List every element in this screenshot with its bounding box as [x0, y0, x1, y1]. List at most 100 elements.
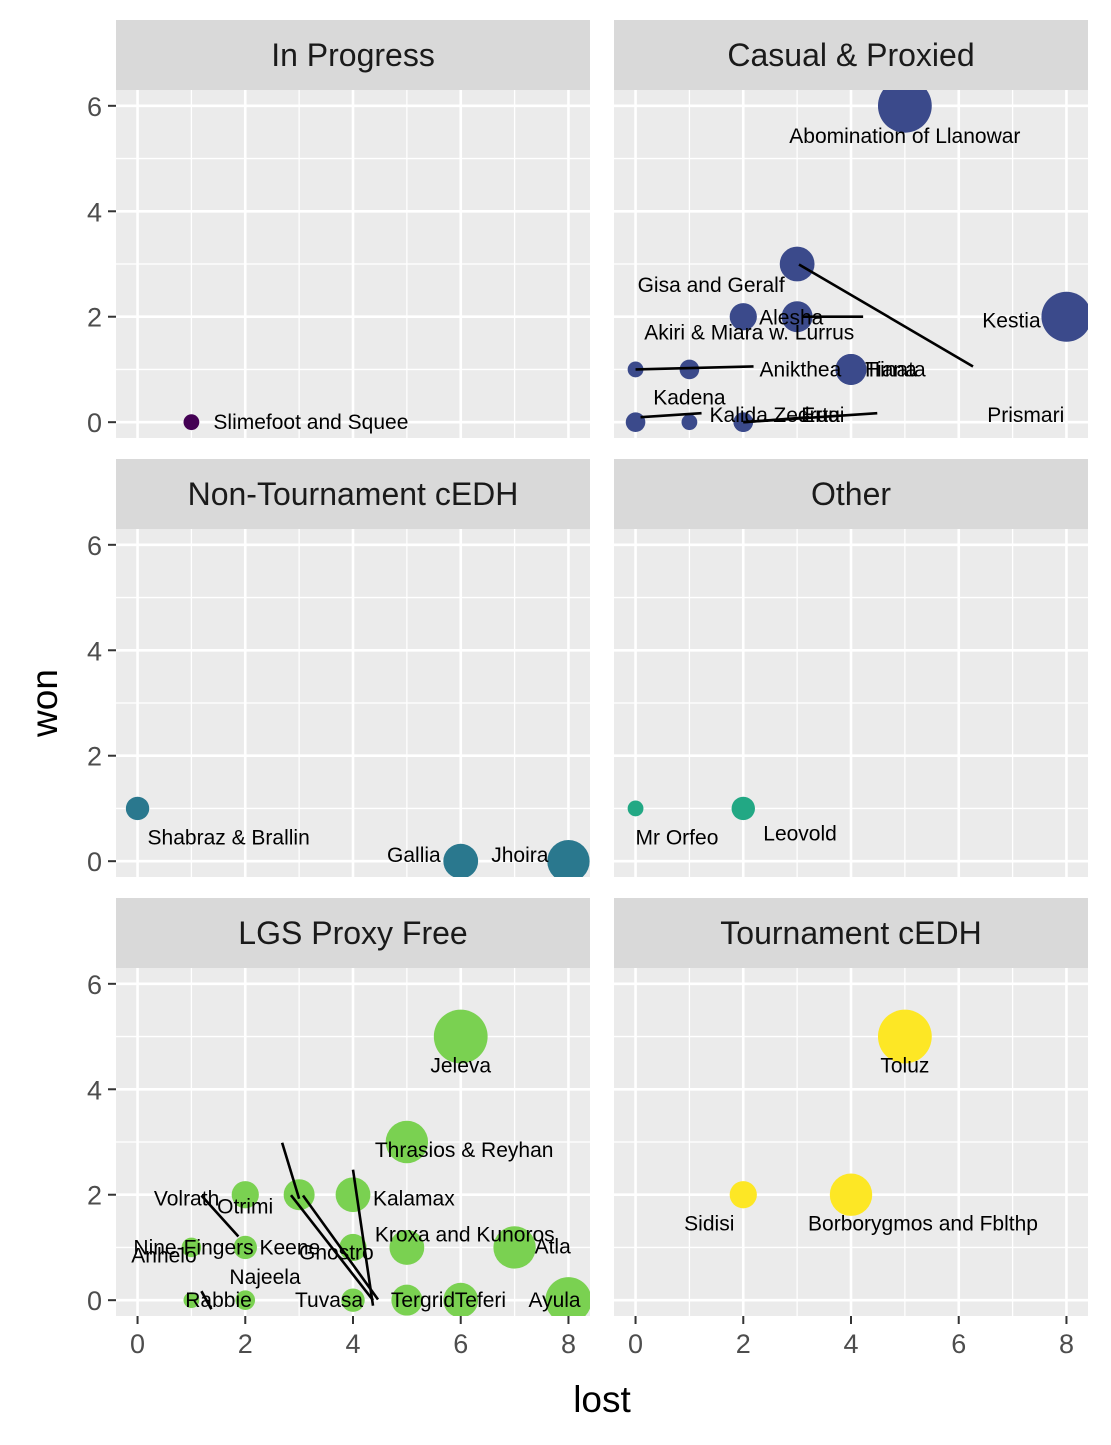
point-borborygmos-and-fblthp: [829, 1173, 873, 1216]
point-label-prismari: Prismari: [987, 404, 1064, 427]
point-label-gisa-and-geralf: Gisa and Geralf: [638, 274, 785, 297]
point-hinata: [835, 353, 867, 385]
facet-strip: [116, 459, 590, 529]
point-slimefoot-and-squee: [183, 414, 200, 431]
point-nine-fingers-keene: [181, 1237, 202, 1258]
label-segment: [798, 263, 974, 368]
point-alesha: [781, 301, 813, 333]
point-labels: Mr Orfeo Leovold: [636, 822, 837, 849]
point-label-leovold: Leovold: [763, 822, 837, 845]
point-jhoira: [547, 839, 590, 877]
x-tick-label: 2: [238, 1329, 253, 1359]
y-tick-label: 6: [87, 970, 102, 1000]
point-jeleva: [433, 1009, 488, 1064]
point-kroxa-and-kunoros: [389, 1230, 425, 1265]
point-label-shabraz-brallin: Shabraz & Brallin: [148, 826, 310, 849]
point-label-atla: Atla: [535, 1235, 572, 1258]
y-tick-label: 4: [87, 197, 102, 227]
point-atla: [493, 1226, 536, 1269]
point-label-kalida: Kalida: [710, 404, 769, 427]
points: [625, 90, 1088, 432]
points: [729, 1009, 932, 1216]
point-abomination-of-llanowar: [877, 90, 932, 133]
point-label-teferi: Teferi: [455, 1289, 506, 1312]
point-kadena: [679, 359, 700, 380]
points: [627, 796, 755, 821]
point-kalida: [625, 412, 646, 432]
point-label-alesha: Alesha: [759, 307, 824, 330]
point-label-kroxa-and-kunoros: Kroxa and Kunoros: [375, 1223, 555, 1246]
point-ayula: [545, 1277, 590, 1316]
facet-strip-label: Non-Tournament cEDH: [188, 476, 519, 512]
facet-strip: [116, 898, 590, 968]
x-tick-label: 0: [130, 1329, 145, 1359]
point-label-volrath: Volrath: [154, 1188, 219, 1211]
point-label-sidisi: Sidisi: [684, 1213, 734, 1236]
point-label-abomination-of-llanowar: Abomination of Llanowar: [789, 125, 1020, 148]
label-segment: [200, 1194, 240, 1238]
point-kalamax: [335, 1177, 371, 1213]
label-segment: [351, 1169, 375, 1306]
point-labels: Slimefoot and Squee: [213, 411, 408, 434]
facet-strip-label: LGS Proxy Free: [238, 915, 467, 951]
point-najeela: [183, 1292, 200, 1309]
point-tergrid: [391, 1284, 423, 1316]
point-label-toluz: Toluz: [880, 1055, 929, 1078]
x-tick-label: 6: [951, 1329, 966, 1359]
point-label-zedruu: Zedruu: [773, 404, 840, 427]
x-tick-label: 4: [345, 1329, 360, 1359]
point-label-tiana: Tiana: [865, 358, 917, 381]
point-volrath: [231, 1181, 259, 1209]
point-mr-orfeo: [627, 800, 644, 817]
point-thrasios-reyhan: [385, 1120, 429, 1164]
label-segment: [280, 1142, 301, 1200]
facet-casual-proxied: Casual & Proxied Abomination of Llanowar G…: [614, 20, 1088, 438]
point-label-kestia: Kestia: [982, 310, 1041, 333]
point-label-rabbie: Rabbie: [185, 1289, 252, 1312]
y-tick-label: 2: [87, 742, 102, 772]
y-tick-label: 4: [87, 1075, 102, 1105]
y-tick-label: 6: [87, 531, 102, 561]
point-label-tuvasa: Tuvasa: [295, 1289, 363, 1312]
y-tick-label: 4: [87, 636, 102, 666]
point-shabraz-brallin: [125, 796, 150, 821]
facet-other: Other Mr Orfeo Leovold: [614, 459, 1088, 877]
facet-strip: [614, 898, 1088, 968]
point-label-ayula: Ayula: [528, 1289, 580, 1312]
y-axis-title: won: [24, 669, 65, 738]
facet-tournament-cedh: Tournament cEDH Toluz Sidisi Borborygmos an…: [614, 898, 1088, 1316]
label-segment: [635, 365, 754, 371]
point-label-anikthea: Anikthea: [760, 358, 842, 381]
y-tick-label: 2: [87, 303, 102, 333]
point-label-borborygmos-and-fblthp: Borborygmos and Fblthp: [808, 1213, 1038, 1236]
label-segment: [289, 1194, 375, 1301]
point-label-gallia: Gallia: [387, 844, 441, 867]
point-leovold: [731, 796, 755, 821]
point-label-slimefoot-and-squee: Slimefoot and Squee: [213, 411, 408, 434]
x-tick-label: 4: [843, 1329, 858, 1359]
point-labels: Shabraz & Brallin Gallia Jhoira: [148, 826, 549, 867]
y-tick-label: 0: [87, 1286, 102, 1316]
label-segment: [200, 1290, 213, 1310]
point-labels: Toluz Sidisi Borborygmos and Fblthp: [684, 1055, 1038, 1236]
point-label-najeela: Najeela: [229, 1266, 301, 1289]
point-zedruu: [681, 414, 698, 431]
facet-strip: [116, 20, 590, 90]
point-kestia: [1041, 291, 1088, 342]
label-segment: [640, 411, 702, 419]
label-segment: [301, 1194, 380, 1301]
point-anikthea: [627, 361, 644, 378]
facet-panels: In Progress Slimefoot and Squee Casual & P…: [116, 20, 1088, 1316]
point-toluz: [877, 1009, 932, 1064]
point-gisa-and-geralf: [779, 246, 815, 282]
facet-strip-label: In Progress: [271, 37, 435, 73]
point-rabbie: [235, 1290, 256, 1310]
x-tick-label: 2: [736, 1329, 751, 1359]
facet-in-progress: In Progress Slimefoot and Squee: [116, 20, 590, 438]
label-segment: [743, 411, 878, 424]
point-label-otrimi: Otrimi: [217, 1196, 273, 1219]
point-labels: Abomination of Llanowar Gisa and Geralf Ak…: [635, 125, 1064, 427]
facet-strip-label: Tournament cEDH: [720, 915, 981, 951]
point-label-jhoira: Jhoira: [491, 844, 549, 867]
